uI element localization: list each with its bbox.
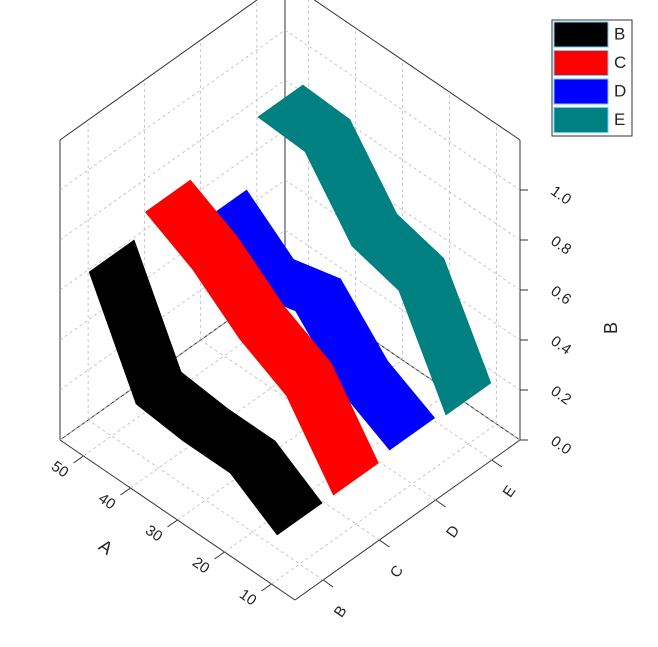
- x-tick-label: 20: [189, 554, 212, 577]
- grid-line: [87, 419, 324, 581]
- legend-label: B: [614, 24, 625, 43]
- category-tick: [491, 459, 503, 468]
- ribbon-segment: [88, 239, 182, 405]
- grid-line: [271, 423, 497, 585]
- category-tick: [435, 499, 446, 508]
- x-tick: [73, 455, 84, 464]
- z-tick-label: 0.0: [547, 433, 574, 459]
- x-tick: [214, 551, 225, 560]
- ribbon-segment: [342, 360, 436, 451]
- box-edge: [313, 0, 521, 141]
- x-axis-title: A: [95, 535, 116, 558]
- x-tick-label: 30: [142, 522, 165, 545]
- legend-swatch: [553, 21, 609, 48]
- grid-line: [284, 29, 521, 191]
- x-tick: [120, 487, 131, 496]
- x-tick-label: 10: [236, 586, 259, 609]
- grid-line: [59, 29, 286, 191]
- ribbon-segment: [229, 440, 323, 536]
- category-label: B: [331, 603, 351, 621]
- legend-swatch: [553, 50, 609, 76]
- z-tick-label: 0.8: [547, 233, 574, 259]
- grid-line: [59, 79, 286, 241]
- category-label: C: [387, 562, 407, 581]
- x-tick: [261, 583, 272, 592]
- category-label: E: [500, 483, 520, 501]
- ribbon-segment: [398, 258, 492, 416]
- z-tick-label: 0.6: [547, 283, 574, 309]
- legend-label: D: [614, 81, 626, 100]
- legend-label: C: [614, 53, 626, 72]
- x-tick: [167, 519, 178, 528]
- z-tick-label: 1.0: [547, 183, 574, 209]
- category-label: D: [443, 522, 463, 541]
- z-tick-label: 0.2: [547, 383, 574, 409]
- legend-label: E: [614, 110, 625, 129]
- category-tick: [379, 539, 390, 548]
- category-tick: [322, 579, 334, 588]
- z-axis-title: B: [601, 322, 621, 334]
- x-tick-label: 50: [48, 458, 71, 481]
- x-tick-label: 40: [95, 490, 118, 513]
- grid-line: [284, 179, 521, 341]
- box-edge: [59, 0, 258, 141]
- grid-line: [284, 279, 521, 441]
- grid-line: [284, 129, 521, 291]
- box-edge: [294, 439, 521, 601]
- legend-swatch: [553, 78, 609, 105]
- grid-line: [284, 79, 521, 241]
- legend-swatch: [553, 107, 609, 133]
- grid-line: [200, 339, 436, 501]
- ribbon-segment: [285, 363, 379, 496]
- z-tick-label: 0.4: [547, 333, 574, 359]
